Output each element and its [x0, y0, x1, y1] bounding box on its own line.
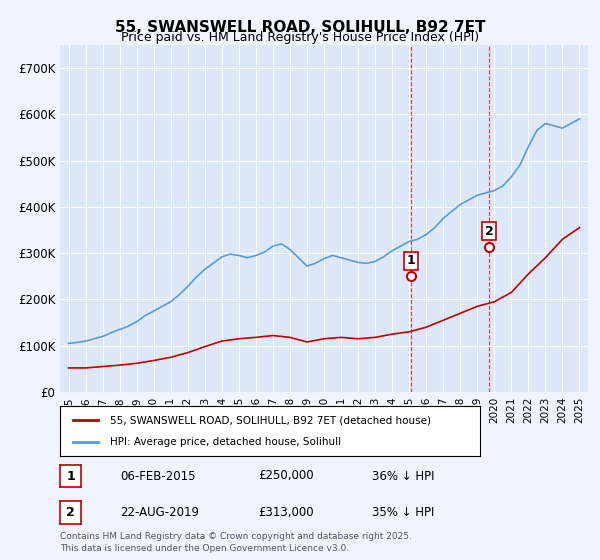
Text: 1: 1: [406, 254, 415, 267]
Text: 2: 2: [485, 225, 494, 238]
Text: 36% ↓ HPI: 36% ↓ HPI: [372, 469, 434, 483]
Text: 22-AUG-2019: 22-AUG-2019: [120, 506, 199, 519]
Text: Contains HM Land Registry data © Crown copyright and database right 2025.
This d: Contains HM Land Registry data © Crown c…: [60, 533, 412, 553]
Text: 2: 2: [66, 506, 75, 519]
Text: 06-FEB-2015: 06-FEB-2015: [120, 469, 196, 483]
Text: 35% ↓ HPI: 35% ↓ HPI: [372, 506, 434, 519]
Text: 55, SWANSWELL ROAD, SOLIHULL, B92 7ET: 55, SWANSWELL ROAD, SOLIHULL, B92 7ET: [115, 20, 485, 35]
Text: £313,000: £313,000: [258, 506, 314, 519]
Text: £250,000: £250,000: [258, 469, 314, 483]
Text: 1: 1: [66, 469, 75, 483]
Text: Price paid vs. HM Land Registry's House Price Index (HPI): Price paid vs. HM Land Registry's House …: [121, 31, 479, 44]
Text: 55, SWANSWELL ROAD, SOLIHULL, B92 7ET (detached house): 55, SWANSWELL ROAD, SOLIHULL, B92 7ET (d…: [110, 415, 431, 425]
Text: HPI: Average price, detached house, Solihull: HPI: Average price, detached house, Soli…: [110, 437, 341, 447]
